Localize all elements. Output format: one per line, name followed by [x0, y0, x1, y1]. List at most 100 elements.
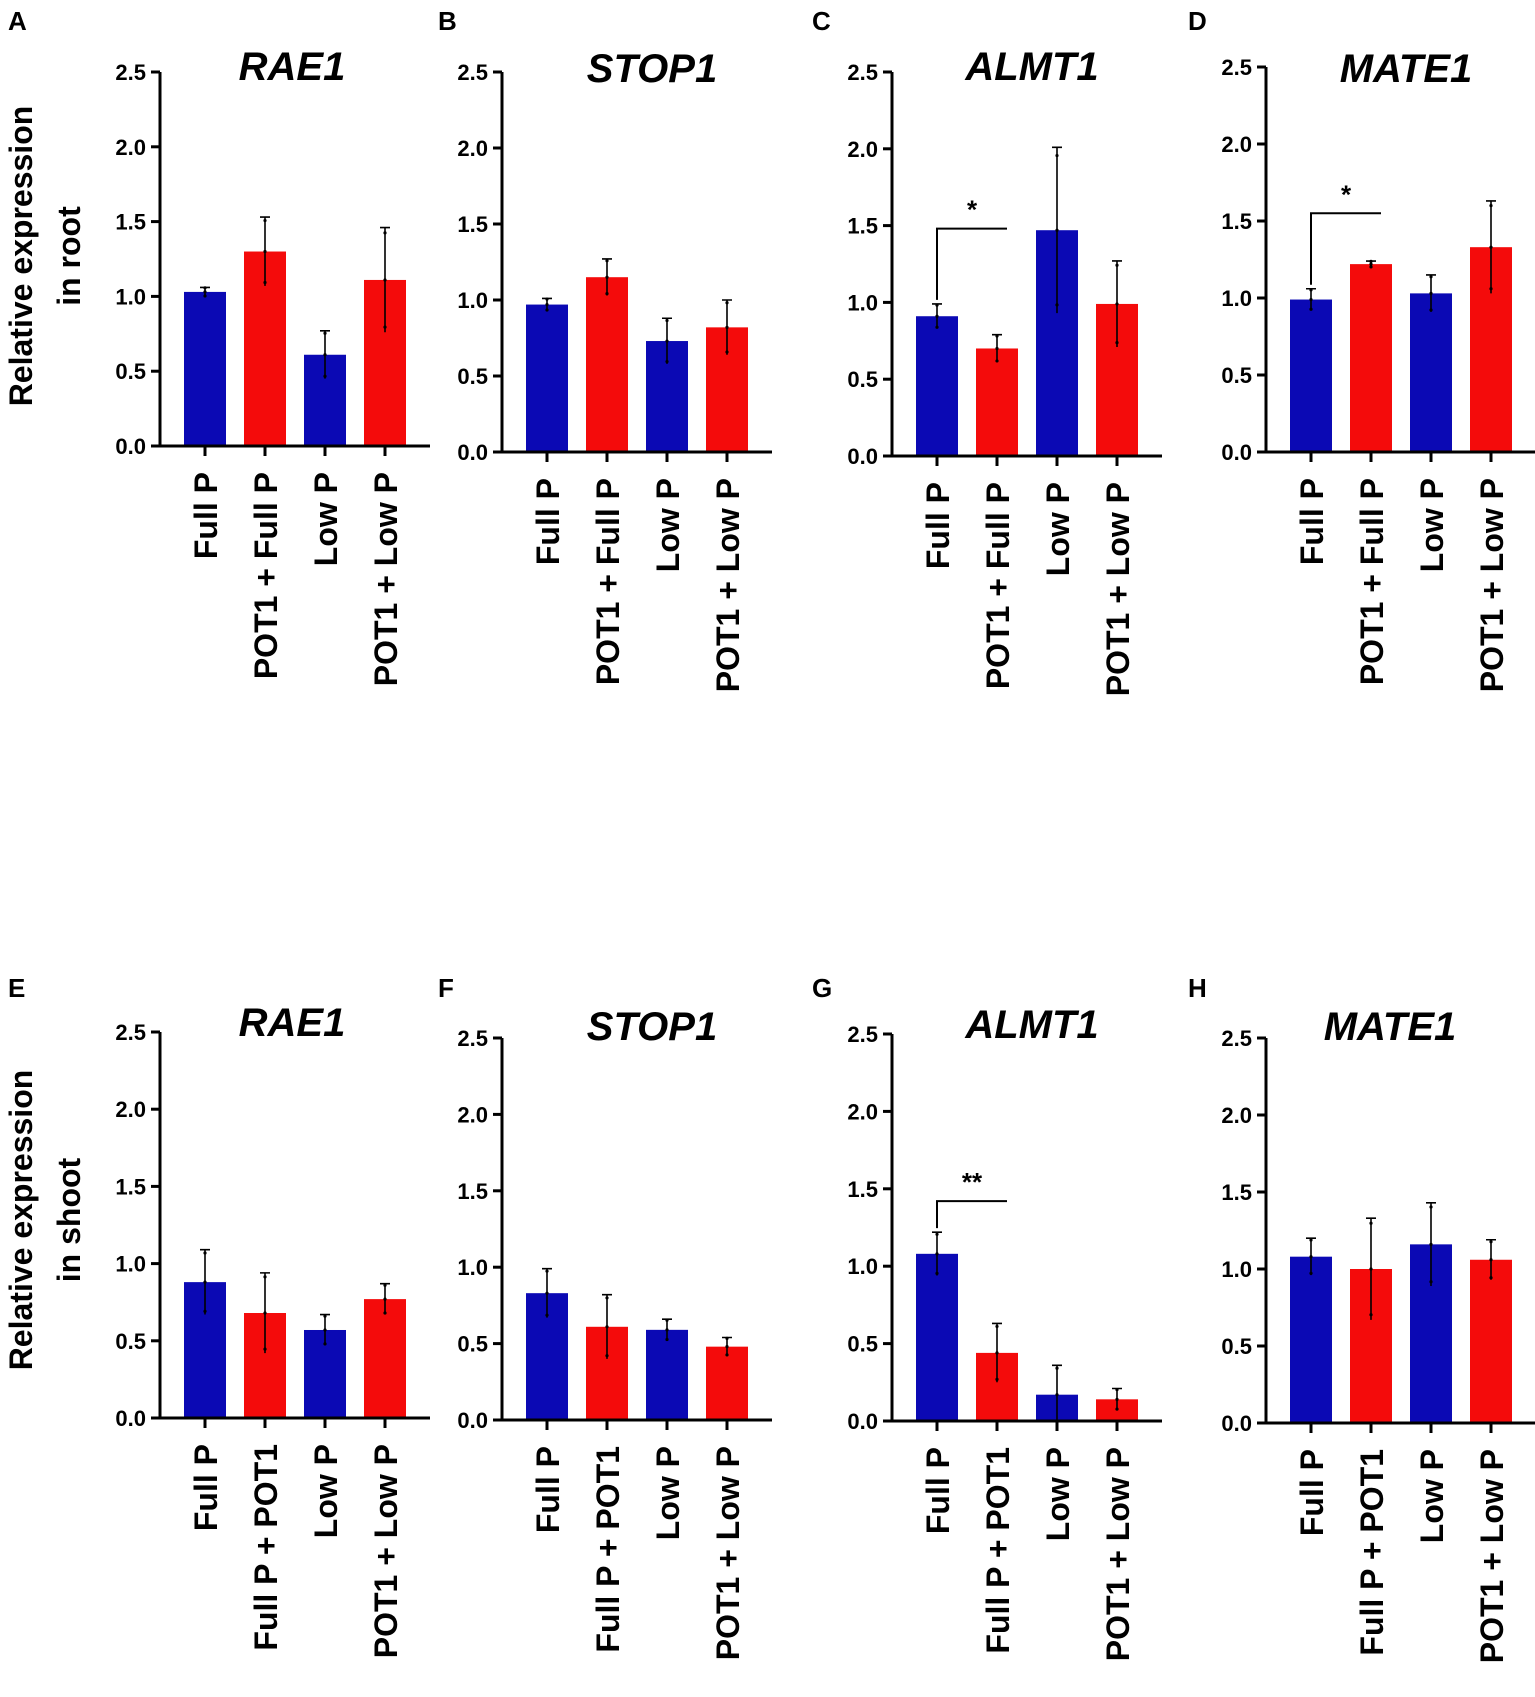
category-label-a-1: Full P	[188, 472, 224, 559]
category-label-f-2: Full P + POT1	[590, 1446, 626, 1653]
replicate-dot-c-1-1	[935, 303, 939, 307]
replicate-dot-f-1-1	[545, 1269, 549, 1273]
y-tick-label-c-3: 1.5	[847, 214, 878, 239]
panel-letter-e: E	[8, 973, 25, 1003]
y-tick-label-f-0: 0.0	[457, 1408, 488, 1433]
panel-letter-h: H	[1188, 973, 1207, 1003]
bar-c-1	[916, 316, 958, 456]
gene-title-c: ALMT1	[964, 45, 1098, 89]
row-label-root-line1: Relative expression	[3, 106, 39, 407]
y-tick-label-h-0: 0.0	[1221, 1411, 1252, 1436]
row-label-shoot-line1: Relative expression	[3, 1070, 39, 1371]
replicate-dot-f-1-2	[545, 1291, 549, 1295]
y-tick-label-e-3: 1.5	[115, 1174, 146, 1199]
category-label-c-1: Full P	[920, 482, 956, 569]
y-tick-label-b-1: 0.5	[457, 364, 488, 389]
y-tick-label-d-0: 0.0	[1221, 440, 1252, 465]
replicate-dot-e-3-2	[323, 1328, 327, 1332]
replicate-dot-g-4-1	[1115, 1387, 1119, 1392]
replicate-dot-b-1-3	[545, 308, 549, 312]
y-tick-label-e-1: 0.5	[115, 1329, 146, 1354]
replicate-dot-c-1-2	[935, 314, 939, 318]
category-label-b-2: POT1 + Full P	[590, 478, 626, 685]
significance-bracket-c-1	[936, 227, 1007, 300]
replicate-dot-a-1-1	[203, 286, 207, 290]
replicate-dot-a-3-2	[323, 353, 327, 357]
replicate-dot-d-2-2	[1369, 262, 1373, 266]
replicate-dot-a-2-3	[263, 280, 267, 285]
gene-title-h: MATE1	[1324, 1005, 1457, 1049]
y-tick-label-h-4: 2.0	[1221, 1103, 1252, 1128]
replicate-dot-g-2-2	[995, 1351, 999, 1355]
row-label-root-line2: in root	[51, 206, 87, 306]
significance-bracket-g-1	[936, 1200, 1007, 1229]
replicate-dot-f-4-3	[725, 1353, 729, 1357]
bar-d-1	[1290, 299, 1332, 452]
replicate-dot-d-4-1	[1489, 204, 1493, 208]
category-label-h-3: Low P	[1414, 1449, 1450, 1543]
category-label-e-4: POT1 + Low P	[368, 1444, 404, 1658]
gene-title-f: STOP1	[587, 1005, 717, 1049]
panel-letter-b: B	[438, 6, 457, 36]
replicate-dot-c-2-1	[995, 334, 999, 338]
replicate-dot-h-4-1	[1489, 1240, 1493, 1244]
replicate-dot-a-3-3	[323, 374, 327, 378]
replicate-dot-b-4-1	[725, 301, 729, 305]
replicate-dot-h-3-2	[1429, 1242, 1433, 1246]
replicate-dot-e-2-2	[263, 1311, 267, 1315]
category-label-f-4: POT1 + Low P	[710, 1446, 746, 1660]
replicate-dot-c-3-3	[1055, 303, 1059, 307]
replicate-dot-d-4-2	[1489, 245, 1493, 249]
category-label-g-1: Full P	[920, 1447, 956, 1534]
panel-letter-c: C	[812, 6, 831, 36]
bar-b-1	[526, 304, 568, 452]
replicate-dot-f-4-2	[725, 1345, 729, 1349]
replicate-dot-a-1-3	[203, 294, 207, 298]
replicate-dot-g-1-1	[935, 1232, 939, 1236]
y-tick-label-h-5: 2.5	[1221, 1026, 1252, 1051]
bar-b-2	[586, 277, 628, 452]
replicate-dot-b-2-1	[605, 259, 609, 263]
category-label-g-2: Full P + POT1	[980, 1447, 1016, 1654]
category-label-c-4: POT1 + Low P	[1100, 482, 1136, 696]
replicate-dot-g-4-2	[1115, 1397, 1119, 1401]
row-label-shoot-line2: in shoot	[51, 1157, 87, 1282]
replicate-dot-b-3-1	[665, 318, 669, 323]
replicate-dot-d-2-3	[1369, 265, 1373, 269]
replicate-dot-b-2-3	[605, 292, 609, 296]
panel-a: A RAE1 0.0 0.5 1.0 1.5 2.0 2.5 Full P POT1 + Full…	[8, 6, 430, 686]
replicate-dot-e-2-1	[263, 1275, 267, 1279]
category-label-b-1: Full P	[530, 478, 566, 565]
y-tick-label-a-3: 1.5	[115, 210, 146, 235]
y-tick-label-d-5: 2.5	[1221, 55, 1252, 80]
y-tick-label-g-1: 0.5	[847, 1332, 878, 1357]
replicate-dot-h-3-1	[1429, 1205, 1433, 1209]
category-label-f-1: Full P	[530, 1446, 566, 1533]
y-tick-label-c-4: 2.0	[847, 137, 878, 162]
replicate-dot-f-3-1	[665, 1318, 669, 1322]
panel-d: D MATE1 0.0 0.5 1.0 1.5 2.0 2.5 Full P POT1 + Ful…	[1188, 6, 1535, 692]
replicate-dot-e-4-2	[383, 1297, 387, 1301]
replicate-dot-f-3-2	[665, 1328, 669, 1332]
category-label-a-2: POT1 + Full P	[248, 472, 284, 679]
replicate-dot-f-4-1	[725, 1336, 729, 1341]
replicate-dot-b-2-2	[605, 275, 609, 279]
panels-group: A RAE1 0.0 0.5 1.0 1.5 2.0 2.5 Full P POT1 + Full…	[8, 6, 1535, 1663]
replicate-dot-b-3-3	[665, 359, 669, 364]
panel-h: H MATE1 0.0 0.5 1.0 1.5 2.0 2.5 Full P Full P + P…	[1188, 973, 1535, 1663]
category-label-h-1: Full P	[1294, 1449, 1330, 1536]
category-label-g-4: POT1 + Low P	[1100, 1447, 1136, 1661]
replicate-dot-a-4-3	[383, 325, 387, 329]
replicate-dot-h-1-3	[1309, 1271, 1313, 1275]
category-label-h-4: POT1 + Low P	[1474, 1449, 1510, 1663]
y-tick-label-g-0: 0.0	[847, 1409, 878, 1434]
y-tick-label-g-5: 2.5	[847, 1022, 878, 1047]
replicate-dot-b-3-2	[665, 339, 669, 343]
replicate-dot-f-2-3	[605, 1354, 609, 1358]
panel-letter-d: D	[1188, 6, 1207, 36]
category-label-a-4: POT1 + Low P	[368, 472, 404, 686]
y-tick-label-f-3: 1.5	[457, 1179, 488, 1204]
panel-letter-a: A	[8, 6, 27, 36]
replicate-dot-h-2-1	[1369, 1221, 1373, 1225]
panel-f: F STOP1 0.0 0.5 1.0 1.5 2.0 2.5 Full P Full P + P…	[438, 973, 772, 1660]
